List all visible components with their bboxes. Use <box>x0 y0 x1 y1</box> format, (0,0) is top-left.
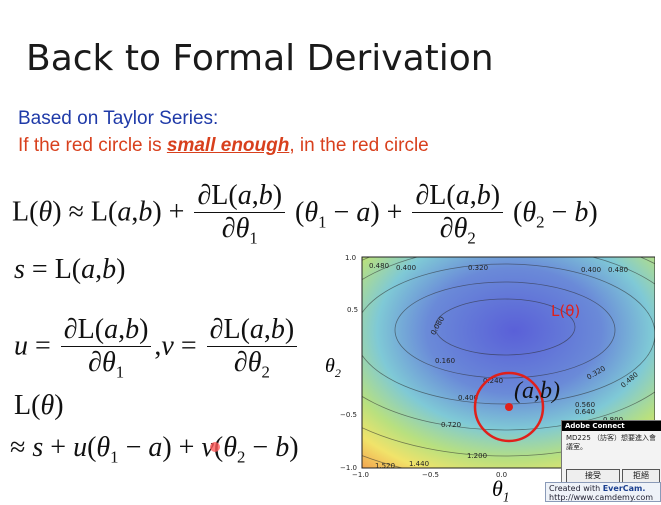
contour-label: 0.400 <box>581 266 601 274</box>
loss-label: L(θ) <box>551 302 580 320</box>
accept-button[interactable]: 接受 <box>566 469 620 483</box>
subtitle-post: , in the red circle <box>289 135 429 156</box>
adobe-connect-popup: Adobe Connect MD225 （訪客）想要進入會議室。 接受 拒絕 <box>561 420 661 486</box>
contour-label: 1.520 <box>375 462 395 470</box>
contour-label: 0.480 <box>608 266 628 274</box>
y-tick: −0.5 <box>340 411 357 419</box>
contour-label: 0.640 <box>575 408 595 416</box>
contour-label: 0.560 <box>575 401 595 409</box>
reject-button[interactable]: 拒絕 <box>622 469 660 483</box>
y-axis-label: θ2 <box>325 355 341 380</box>
x-axis-label: θ1 <box>492 476 510 505</box>
slide-title: Back to Formal Derivation <box>26 38 494 79</box>
y-tick: 1.0 <box>345 254 356 262</box>
contour-label: 0.480 <box>369 262 389 270</box>
popup-message: MD225 （訪客）想要進入會議室。 <box>566 434 657 451</box>
contour-label: 0.400 <box>396 264 416 272</box>
cursor-dot <box>210 442 220 452</box>
loss-lhs: L(θ) <box>14 390 64 421</box>
s-definition: s = L(a,b) <box>14 254 126 285</box>
point-label: (a,b) <box>514 378 560 404</box>
evercam-watermark: Created with EverCam. http://www.camdemy… <box>545 482 661 502</box>
contour-label: 0.160 <box>435 357 455 365</box>
taylor-equation: L(θ) ≈ L(a,b) + ∂L(a,b) ∂θ1 (θ1 − a) + ∂L… <box>12 180 598 248</box>
x-tick: −0.5 <box>422 471 439 479</box>
subtitle-red-circle: If the red circle is small enough, in th… <box>18 135 429 157</box>
u-v-definition: u = ∂L(a,b) ∂θ1 ,v = ∂L(a,b) ∂θ2 <box>14 314 300 383</box>
subtitle-pre: If the red circle is <box>18 135 167 156</box>
contour-label: 0.320 <box>468 264 488 272</box>
y-tick: −1.0 <box>340 464 357 472</box>
subtitle-emphasis: small enough <box>166 135 290 156</box>
contour-label: 1.440 <box>409 460 429 468</box>
subtitle-taylor: Based on Taylor Series: <box>18 108 219 129</box>
point-ab <box>505 403 513 411</box>
y-tick: 0.5 <box>347 306 358 314</box>
contour-label: 0.240 <box>483 377 503 385</box>
x-tick: 0.0 <box>496 471 507 479</box>
loss-approximation: ≈ s + u(θ1 − a) + v(θ2 − b) <box>10 432 299 467</box>
popup-header: Adobe Connect <box>562 421 661 431</box>
contour-label: 0.720 <box>441 421 461 429</box>
contour-plot: 0.480 0.400 0.320 0.400 0.480 0.080 0.16… <box>340 254 655 479</box>
x-tick: −1.0 <box>352 471 369 479</box>
contour-label: 0.400 <box>458 394 478 402</box>
contour-label: 1.200 <box>467 452 487 460</box>
taylor-region-circle <box>473 371 545 443</box>
